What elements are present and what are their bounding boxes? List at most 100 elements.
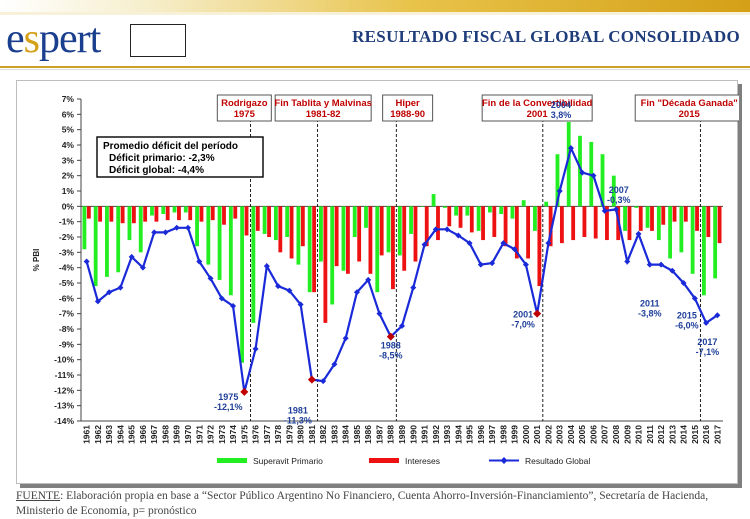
resultado-global-point [376, 310, 383, 317]
bar-intereses [593, 206, 598, 239]
bar-superavit-primario [273, 206, 278, 241]
x-tick-label: 2011 [645, 425, 655, 444]
event-box [634, 94, 739, 122]
bar-intereses [210, 206, 215, 221]
x-tick-label: 1980 [296, 425, 306, 444]
resultado-global-point [714, 312, 721, 319]
bar-intereses [481, 206, 485, 241]
bar-superavit-primario [510, 206, 515, 219]
bar-superavit-primario [93, 206, 98, 287]
bar-intereses [345, 206, 350, 274]
resultado-global-point [83, 258, 90, 265]
bar-intereses [559, 206, 564, 244]
x-tick-label: 1966 [138, 425, 148, 444]
y-axis-title: % PBI [32, 249, 41, 272]
x-tick-label: 1970 [183, 425, 193, 444]
x-tick-label: 1982 [318, 425, 328, 444]
resultado-global-point [680, 280, 687, 286]
bar-superavit-primario [138, 206, 143, 253]
bar-intereses [650, 206, 654, 231]
y-tick-label: 7% [62, 94, 75, 104]
bar-superavit-primario [116, 206, 121, 273]
x-tick-label: 1967 [149, 425, 159, 444]
bar-intereses [368, 206, 373, 274]
bar-intereses [334, 206, 339, 267]
resultado-global-point [567, 145, 574, 152]
bar-intereses [447, 206, 452, 227]
legend-label: Superavit Primario [253, 456, 323, 466]
x-tick-label: 1994 [453, 425, 463, 444]
bar-intereses [233, 206, 238, 219]
y-tick-label: -9% [59, 339, 75, 349]
bar-intereses [492, 206, 497, 237]
bar-intereses [717, 206, 722, 244]
x-tick-label: 2003 [555, 425, 565, 444]
x-tick-label: 1986 [363, 425, 373, 444]
y-tick-label: 0% [62, 201, 75, 211]
bar-intereses [582, 206, 587, 237]
x-tick-label: 1987 [374, 425, 384, 444]
x-tick-label: 1964 [115, 425, 125, 444]
bar-superavit-primario [713, 206, 718, 279]
x-tick-label: 2007 [600, 425, 610, 444]
bar-superavit-primario [240, 206, 245, 363]
bar-intereses [323, 206, 328, 323]
resultado-global-point [286, 287, 293, 294]
x-tick-label: 1978 [273, 425, 283, 444]
x-tick-label: 2009 [622, 425, 632, 444]
point-label-year: 2017 [697, 337, 717, 347]
y-tick-label: -14% [54, 416, 74, 426]
bar-superavit-primario [228, 206, 233, 296]
resultado-global-point [331, 361, 338, 368]
x-tick-label: 2015 [690, 425, 700, 444]
point-label-value: -0,3% [607, 195, 631, 205]
legend-label: Resultado Global [525, 456, 590, 466]
point-label-value: -12,1% [214, 402, 243, 412]
y-tick-label: 3% [62, 155, 75, 165]
top-gold-bar [0, 0, 750, 12]
bar-intereses [165, 206, 170, 221]
resultado-global-point [669, 267, 676, 274]
resultado-global-point [275, 283, 282, 290]
resultado-global-point [297, 301, 304, 308]
legend-marker [500, 457, 508, 464]
bar-superavit-primario [634, 206, 639, 208]
x-tick-label: 1993 [442, 425, 452, 444]
x-tick-label: 1972 [206, 425, 216, 444]
resultado-global-point [646, 261, 653, 268]
resultado-global-point [252, 345, 259, 352]
bar-intereses [548, 206, 553, 247]
resultado-global-point [151, 229, 158, 236]
average-box [96, 136, 264, 178]
y-tick-label: 2% [62, 171, 75, 181]
x-tick-label: 2004 [566, 425, 576, 444]
x-tick-label: 2012 [656, 425, 666, 444]
y-tick-label: -6% [59, 293, 75, 303]
x-tick-label: 1985 [352, 425, 362, 444]
event-box [382, 94, 434, 122]
bar-superavit-primario [195, 206, 199, 247]
resultado-global-point [455, 232, 462, 239]
x-tick-label: 1984 [341, 425, 351, 444]
event-year: 2001 [527, 109, 549, 120]
bar-superavit-primario [679, 206, 684, 253]
resultado-global-point [320, 378, 327, 385]
bar-intereses [143, 206, 148, 222]
x-tick-label: 1983 [329, 425, 339, 444]
bar-intereses [244, 206, 249, 236]
x-tick-label: 1975 [239, 425, 249, 444]
point-label-year: 2011 [640, 299, 660, 309]
resultado-global-point [106, 289, 113, 296]
x-tick-label: 1965 [127, 425, 137, 444]
resultado-global-point [139, 264, 146, 271]
x-tick-label: 1973 [217, 425, 227, 444]
resultado-global-point [399, 322, 405, 329]
x-tick-label: 2016 [701, 425, 711, 444]
bar-superavit-primario [544, 201, 549, 207]
bar-intereses [109, 206, 114, 222]
bar-superavit-primario [183, 206, 188, 213]
bar-superavit-primario [656, 206, 661, 241]
bar-superavit-primario [566, 122, 571, 207]
resultado-global-point [342, 335, 349, 342]
top-gold-bar-light [0, 12, 750, 15]
